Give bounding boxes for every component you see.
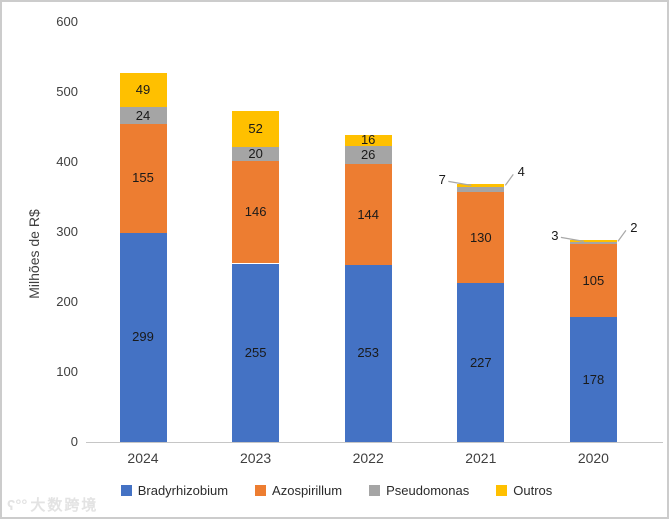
bar-segment-pseudomonas (569, 241, 617, 244)
y-axis-tick-label: 600 (56, 14, 78, 29)
segment-value-label: 52 (248, 121, 263, 137)
y-axis-tick-label: 200 (56, 294, 78, 309)
segment-value-label: 253 (357, 345, 380, 361)
legend-item-outros: Outros (496, 483, 552, 498)
watermark-text: 大数跨境 (30, 497, 99, 514)
watermark-logo-icon: ʕ°° (7, 497, 28, 514)
bar-segment-azospirillum (569, 243, 617, 318)
callout-value-label: 3 (551, 228, 559, 244)
legend-swatch-icon (255, 485, 267, 496)
watermark: ʕ°° 大数跨境 (7, 494, 98, 515)
x-axis-line (86, 442, 663, 443)
bar-segment-outros (569, 240, 617, 242)
legend: Bradyrhizobium Azospirillum Pseudomonas Out… (2, 483, 669, 498)
bar-segment-pseudomonas (344, 145, 392, 165)
legend-label: Bradyrhizobium (137, 483, 229, 498)
bar-segment-bradyrhizobium (232, 263, 280, 442)
segment-value-label: 178 (582, 371, 605, 387)
bar-segment-pseudomonas (119, 107, 167, 125)
bar-segment-bradyrhizobium (457, 283, 505, 442)
legend-label: Outros (513, 483, 553, 498)
segment-value-label: 146 (244, 204, 267, 220)
y-axis-tick-label: 0 (70, 434, 78, 449)
bar-segment-outros (232, 110, 280, 148)
bar-segment-outros (119, 73, 167, 108)
segment-value-label: 26 (360, 147, 376, 162)
legend-swatch-icon (120, 485, 132, 496)
segment-value-label: 155 (132, 170, 154, 186)
bar-segment-bradyrhizobium (344, 264, 392, 442)
segment-value-label: 227 (469, 354, 492, 370)
x-axis-category-label: 2023 (240, 450, 272, 466)
segment-value-label: 105 (582, 272, 605, 288)
bar-segment-bradyrhizobium (569, 317, 617, 442)
y-axis-tick-label: 400 (56, 154, 78, 169)
x-axis-category-label: 2021 (465, 450, 497, 466)
bar-segment-pseudomonas (457, 187, 505, 193)
bar-segment-outros (457, 184, 505, 188)
bar-segment-azospirillum (457, 192, 505, 284)
segment-value-label: 24 (135, 107, 151, 123)
bar-segment-pseudomonas (232, 147, 280, 162)
legend-item-pseudomonas: Pseudomonas (369, 483, 469, 498)
y-axis-tick-label: 100 (56, 364, 78, 379)
segment-value-label: 49 (135, 82, 151, 98)
segment-value-label: 16 (360, 132, 376, 148)
bar-segment-azospirillum (232, 161, 280, 264)
legend-item-azospirillum: Azospirillum (255, 483, 342, 498)
x-axis-category-label: 2020 (577, 450, 609, 466)
y-axis-title: Milhões de R$ (26, 209, 42, 299)
segment-value-label: 130 (469, 229, 492, 245)
y-axis-tick-label: 500 (56, 84, 78, 99)
x-axis-category-label: 2024 (127, 450, 159, 466)
legend-label: Pseudomonas (386, 483, 470, 498)
bar-segment-bradyrhizobium (119, 232, 167, 442)
legend-label: Azospirillum (272, 483, 343, 498)
y-axis-tick-label: 300 (56, 224, 78, 239)
legend-swatch-icon (369, 485, 381, 496)
legend-swatch-icon (496, 485, 508, 496)
bar-segment-outros (344, 134, 392, 146)
segment-value-label: 20 (248, 146, 263, 162)
legend-item-bradyrhizobium: Bradyrhizobium (120, 483, 229, 498)
x-axis-category-label: 2022 (352, 450, 384, 466)
segment-value-label: 144 (357, 206, 380, 222)
bar-segment-azospirillum (119, 124, 167, 233)
callout-value-label: 4 (517, 164, 525, 180)
callout-value-label: 2 (630, 220, 638, 236)
callout-value-label: 7 (438, 172, 446, 188)
segment-value-label: 255 (244, 344, 267, 360)
segment-value-label: 299 (132, 329, 154, 345)
bar-segment-azospirillum (344, 164, 392, 265)
